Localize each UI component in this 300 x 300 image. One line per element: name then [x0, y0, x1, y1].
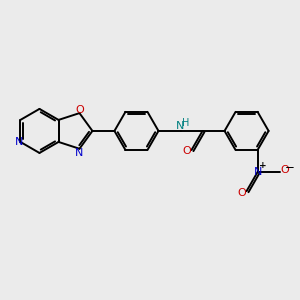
Text: N: N — [254, 167, 262, 177]
Text: O: O — [182, 146, 191, 156]
Text: H: H — [182, 118, 189, 128]
Text: +: + — [259, 161, 266, 170]
Text: −: − — [285, 161, 295, 174]
Text: N: N — [15, 137, 23, 147]
Text: O: O — [75, 105, 84, 115]
Text: N: N — [176, 121, 185, 131]
Text: O: O — [280, 165, 289, 175]
Text: O: O — [237, 188, 246, 198]
Text: N: N — [75, 148, 84, 158]
